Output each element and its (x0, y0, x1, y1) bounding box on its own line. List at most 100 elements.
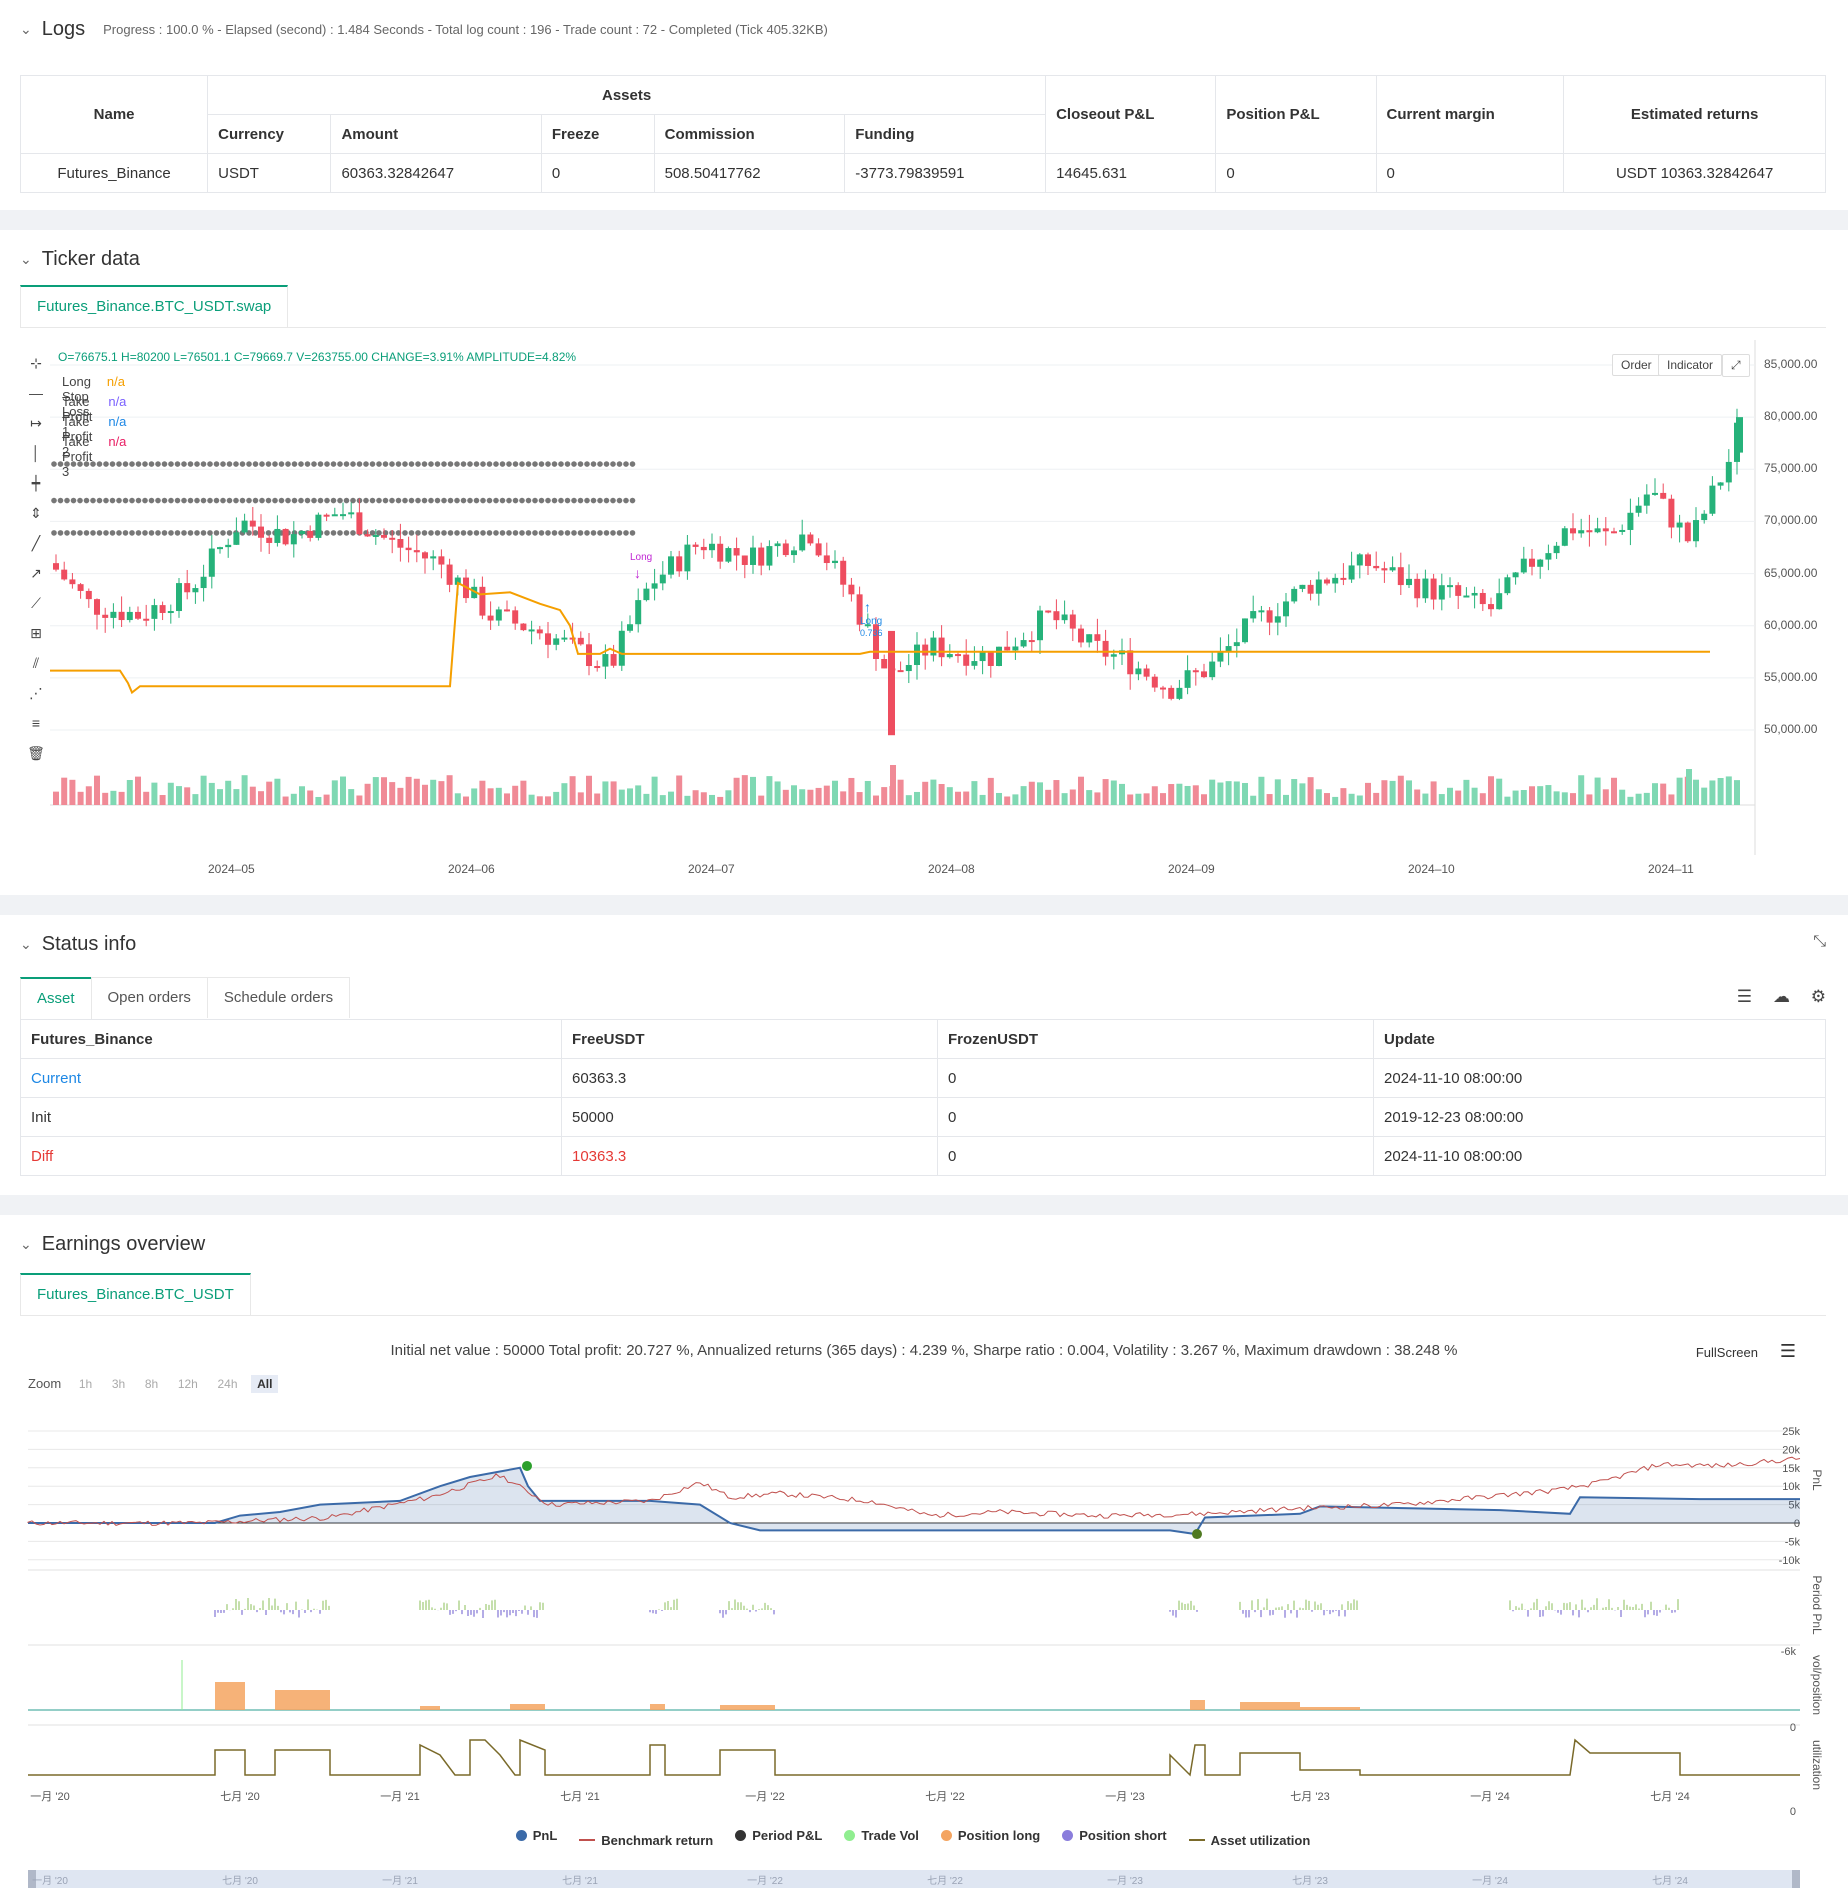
logs-header[interactable]: ⌄ Logs Progress : 100.0 % - Elapsed (sec… (20, 18, 828, 41)
collapse-icon[interactable]: ⤡ (1813, 933, 1826, 950)
tp-level-dot (441, 461, 447, 467)
tab-btc-usdt[interactable]: Futures_Binance.BTC_USDT (20, 1273, 251, 1315)
navigator-tick-label: 七月 '23 (1292, 1875, 1328, 1887)
candle-body (1373, 565, 1380, 569)
volume-bar (1160, 793, 1166, 805)
time-tick-label: 一月 '23 (1105, 1791, 1144, 1803)
tp-level-dot (623, 461, 629, 467)
tp-level-dot (538, 530, 545, 536)
ray-icon[interactable]: ↦ (30, 415, 42, 431)
tp-level-dot (473, 461, 480, 467)
indicator-button[interactable]: Indicator (1658, 354, 1723, 376)
legend-item[interactable]: Trade Vol (844, 1828, 919, 1843)
candle-body (799, 534, 806, 551)
candle-body (569, 637, 576, 640)
legend-item[interactable]: Period P&L (735, 1828, 822, 1843)
status-header[interactable]: ⌄ Status info (20, 933, 136, 956)
candle-body (725, 548, 732, 562)
volume-bar (987, 777, 994, 805)
candle-body (1242, 618, 1248, 643)
tp-level-dot (168, 497, 174, 504)
tp-level-dot (51, 497, 57, 504)
expand-icon[interactable]: ⤢ (1722, 354, 1750, 377)
volume-bar (602, 781, 609, 805)
zoom-3h-button[interactable]: 3h (111, 1377, 126, 1391)
zoom-12h-button[interactable]: 12h (177, 1377, 198, 1391)
volume-bar (635, 785, 642, 805)
trash-icon[interactable]: 🗑 (27, 745, 45, 761)
tp-level-dot (532, 530, 538, 536)
fullscreen-button[interactable]: FullScreen (1695, 1345, 1758, 1360)
tab-btc-usdt-swap[interactable]: Futures_Binance.BTC_USDT.swap (20, 285, 289, 327)
section-gap (0, 1195, 1848, 1215)
zoom-24h-button[interactable]: 24h (217, 1377, 238, 1391)
candle-body (1447, 585, 1453, 588)
tp-level-dot (311, 461, 317, 467)
earnings-chart[interactable]: 25k 20k 15k 10k 5k 0 -5k -10k PnL Period PnL vol/p… (0, 1405, 1848, 1896)
chevron-down-icon[interactable]: ⌄ (20, 1236, 32, 1252)
volume-bar (856, 792, 863, 805)
logs-title: Logs (41, 18, 86, 40)
candle-body (1274, 616, 1281, 623)
fibonacci-icon[interactable]: ⋰ (29, 685, 43, 701)
legend-item[interactable]: PnL (515, 1828, 557, 1843)
tp-level-dot (564, 497, 571, 504)
legend-swatch (1188, 1839, 1205, 1841)
zoom-1h-button[interactable]: 1h (78, 1377, 93, 1391)
price-line-icon[interactable]: ┿ (31, 475, 41, 491)
tp-level-dot (96, 497, 103, 504)
price-tick-label: 50,000.00 (1764, 722, 1818, 736)
horizontal-line-icon[interactable]: — (29, 385, 43, 401)
tab-asset[interactable]: Asset (20, 977, 92, 1019)
volume-bar (1652, 783, 1658, 805)
ruler-icon[interactable]: ⊞ (30, 625, 42, 641)
candle-body (1102, 640, 1109, 657)
tp-level-dot (187, 530, 194, 536)
pnl-tick-label: 0 (1794, 1518, 1800, 1530)
legend-item[interactable]: Take Profit 3 n/a (62, 434, 126, 479)
candle-body (1471, 592, 1478, 596)
parallel-channel-icon[interactable]: ⫽ (32, 655, 40, 671)
hamburger-menu-icon[interactable]: ☰ (1779, 1341, 1796, 1361)
zoom-all-button[interactable]: All (251, 1375, 279, 1393)
text-icon[interactable]: ≡ (31, 715, 41, 731)
legend-item[interactable]: Asset utilization (1188, 1833, 1310, 1848)
chevron-down-icon[interactable]: ⌄ (20, 251, 32, 267)
order-button[interactable]: Order (1612, 354, 1661, 376)
segment-icon[interactable]: ⇕ (30, 505, 42, 521)
cloud-download-icon[interactable]: ☁ (1773, 987, 1790, 1006)
volume-bar (938, 784, 945, 805)
vertical-line-icon[interactable]: │ (31, 445, 41, 461)
arrow-line-icon[interactable]: ↗ (30, 565, 42, 581)
legend-item[interactable]: Long Stop Loss n/a (62, 374, 125, 419)
col-currency: Currency (207, 114, 332, 154)
ticker-header[interactable]: ⌄ Ticker data (20, 248, 140, 271)
zoom-8h-button[interactable]: 8h (144, 1377, 159, 1391)
tp-level-dot (551, 497, 558, 504)
menu-icon[interactable]: ☰ (1736, 987, 1752, 1006)
candlestick-chart[interactable]: Long↓Long↑0.736 (50, 340, 1760, 855)
volume-bar (208, 782, 215, 805)
legend-item[interactable]: Position short (1062, 1828, 1167, 1843)
legend-item[interactable]: Benchmark return (579, 1833, 713, 1848)
legend-item[interactable]: Take Profit 2 n/a (62, 414, 126, 459)
earnings-header[interactable]: ⌄ Earnings overview (20, 1233, 205, 1256)
volume-bar (733, 777, 740, 805)
chevron-down-icon[interactable]: ⌄ (20, 21, 32, 37)
legend-item[interactable]: Take Profit 1 n/a (62, 394, 126, 439)
extended-line-icon[interactable]: ⟋ (31, 595, 41, 611)
volume-bar (1471, 787, 1478, 805)
tp-level-dot (213, 497, 220, 504)
col-position: Position P&L (1215, 75, 1377, 154)
volume-bar (102, 792, 109, 805)
volume-bar (282, 796, 289, 805)
tab-schedule-orders[interactable]: Schedule orders (206, 977, 351, 1018)
gear-icon[interactable]: ⚙ (1810, 987, 1826, 1006)
tab-open-orders[interactable]: Open orders (90, 977, 208, 1018)
candle-body (1012, 646, 1019, 651)
tp-level-dot (558, 530, 564, 536)
legend-item[interactable]: Position long (940, 1828, 1040, 1843)
chevron-down-icon[interactable]: ⌄ (20, 936, 32, 952)
trend-line-icon[interactable]: ╱ (31, 535, 41, 551)
crosshair-icon[interactable]: ⊹ (30, 355, 42, 371)
